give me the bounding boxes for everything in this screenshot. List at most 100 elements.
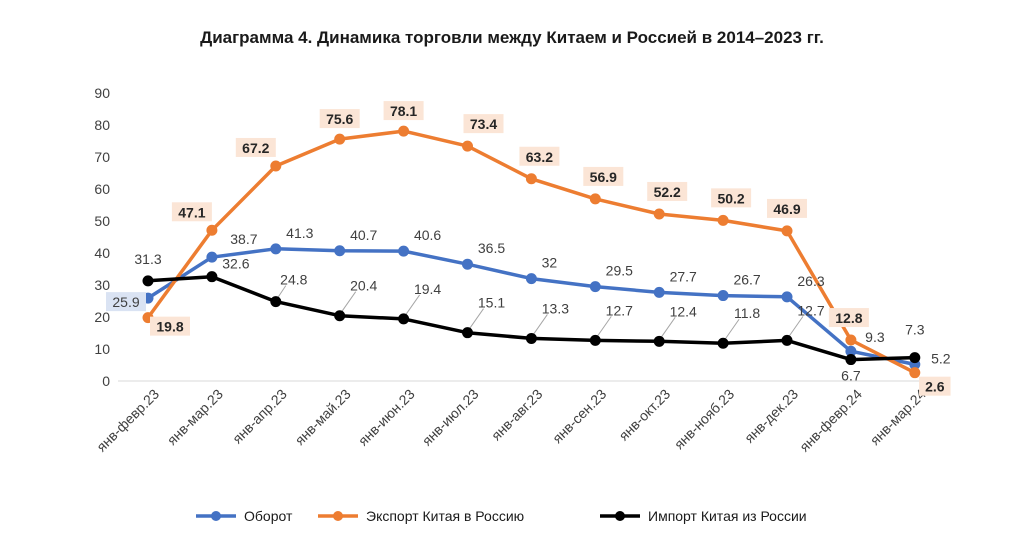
- data-label-bg: [383, 101, 424, 121]
- y-tick-label: 10: [94, 341, 110, 357]
- data-label: 40.7: [350, 227, 377, 243]
- legend-label: Экспорт Китая в Россию: [366, 508, 524, 524]
- data-point: [398, 125, 410, 137]
- data-point: [334, 310, 346, 322]
- data-label-bg: [919, 376, 951, 396]
- data-label: 75.6: [326, 111, 353, 127]
- data-label: 12.8: [835, 310, 862, 326]
- leader-line: [277, 285, 287, 298]
- leader-line: [788, 316, 804, 337]
- legend-marker: [333, 511, 343, 521]
- data-point: [525, 273, 537, 285]
- data-label: 12.4: [670, 303, 697, 319]
- y-tick-label: 0: [102, 373, 110, 389]
- x-tick-label: янв-нояб.23: [671, 386, 738, 453]
- x-tick-label: янв-июл.23: [419, 386, 482, 449]
- data-label-bg: [106, 292, 146, 312]
- data-label: 13.3: [542, 300, 569, 316]
- data-label: 5.2: [931, 350, 951, 366]
- data-label: 7.3: [905, 322, 925, 338]
- x-tick-label: янв-апр.23: [229, 386, 290, 447]
- data-label: 11.8: [734, 305, 760, 321]
- series-1: [142, 125, 921, 379]
- data-label-bg: [171, 202, 212, 222]
- data-point: [206, 271, 218, 283]
- legend-item: Экспорт Китая в Россию: [318, 508, 524, 524]
- data-point: [781, 291, 793, 303]
- series-0: [142, 243, 921, 370]
- data-label: 15.1: [478, 295, 505, 311]
- data-point: [462, 140, 473, 152]
- data-point: [909, 367, 921, 379]
- data-point: [525, 173, 537, 185]
- data-label: 12.7: [606, 302, 633, 318]
- data-label-layer: 25.9 38.7 41.3 40.7 40.6 36.5 32 29.5 27.7 26.7 26…: [106, 101, 951, 396]
- y-tick-label: 90: [94, 85, 110, 101]
- data-label: 52.2: [654, 184, 681, 200]
- data-label: 50.2: [717, 190, 744, 206]
- data-label: 46.9: [773, 201, 800, 217]
- y-tick-label: 50: [94, 213, 110, 229]
- y-tick-label: 80: [94, 117, 110, 133]
- y-tick-label: 60: [94, 181, 110, 197]
- data-label: 73.4: [470, 116, 497, 132]
- data-label: 40.6: [414, 227, 441, 243]
- data-point: [206, 251, 218, 263]
- series-2: [142, 271, 921, 366]
- x-tick-label: янв-сен.23: [549, 386, 610, 447]
- data-point: [398, 245, 410, 257]
- leader-line: [724, 318, 740, 340]
- data-point: [845, 354, 857, 366]
- data-label-bg: [647, 181, 688, 201]
- data-label: 31.3: [134, 251, 161, 267]
- data-point: [909, 352, 921, 364]
- data-label: 36.5: [478, 240, 505, 256]
- data-label-bg: [767, 198, 807, 218]
- data-label: 20.4: [350, 278, 377, 294]
- data-label: 25.9: [112, 294, 139, 310]
- legend-label: Импорт Китая из России: [648, 508, 807, 524]
- data-label: 26.3: [797, 273, 824, 289]
- legend-marker: [615, 511, 625, 521]
- data-label: 67.2: [242, 140, 269, 156]
- leader-line: [596, 316, 612, 337]
- data-point: [525, 332, 537, 344]
- data-point: [589, 193, 601, 205]
- leader-line: [532, 314, 548, 335]
- data-point: [589, 281, 601, 293]
- y-tick-label: 40: [94, 245, 110, 261]
- data-point: [462, 258, 473, 270]
- legend-item: Импорт Китая из России: [600, 508, 807, 524]
- y-tick-label: 70: [94, 149, 110, 165]
- data-point: [653, 335, 665, 347]
- legend-marker: [211, 511, 221, 521]
- leader-line: [341, 291, 357, 313]
- data-point: [270, 243, 282, 255]
- data-point: [462, 327, 473, 339]
- data-label: 12.7: [797, 302, 824, 318]
- data-label: 56.9: [590, 169, 617, 185]
- data-point: [334, 133, 346, 145]
- axis-layer: 0 10 20 30 40 50 60 70 80 90 янв-февр.23 янв-мар.23…: [93, 85, 945, 455]
- legend-item: Оборот: [196, 508, 293, 524]
- x-tick-label: янв-авг.23: [488, 386, 546, 444]
- y-tick-label: 20: [94, 309, 110, 325]
- leader-line: [469, 308, 484, 329]
- data-label: 2.6: [925, 379, 945, 395]
- data-label: 26.7: [733, 272, 760, 288]
- data-point: [270, 296, 282, 308]
- data-point: [142, 275, 154, 287]
- data-label: 32: [542, 255, 558, 271]
- data-label: 47.1: [178, 204, 205, 220]
- data-label: 24.8: [280, 272, 307, 288]
- data-label: 41.3: [286, 225, 313, 241]
- x-tick-label: янв-мар.23: [164, 386, 226, 448]
- x-tick-label: янв-май.23: [292, 386, 354, 448]
- data-label: 27.7: [670, 268, 697, 284]
- chart-title: Диаграмма 4. Динамика торговли между Кит…: [200, 28, 824, 47]
- data-point: [653, 286, 665, 298]
- legend: Оборот Экспорт Китая в Россию Импорт Китая…: [196, 508, 807, 524]
- data-label-bg: [828, 308, 869, 328]
- data-label-bg: [235, 137, 276, 157]
